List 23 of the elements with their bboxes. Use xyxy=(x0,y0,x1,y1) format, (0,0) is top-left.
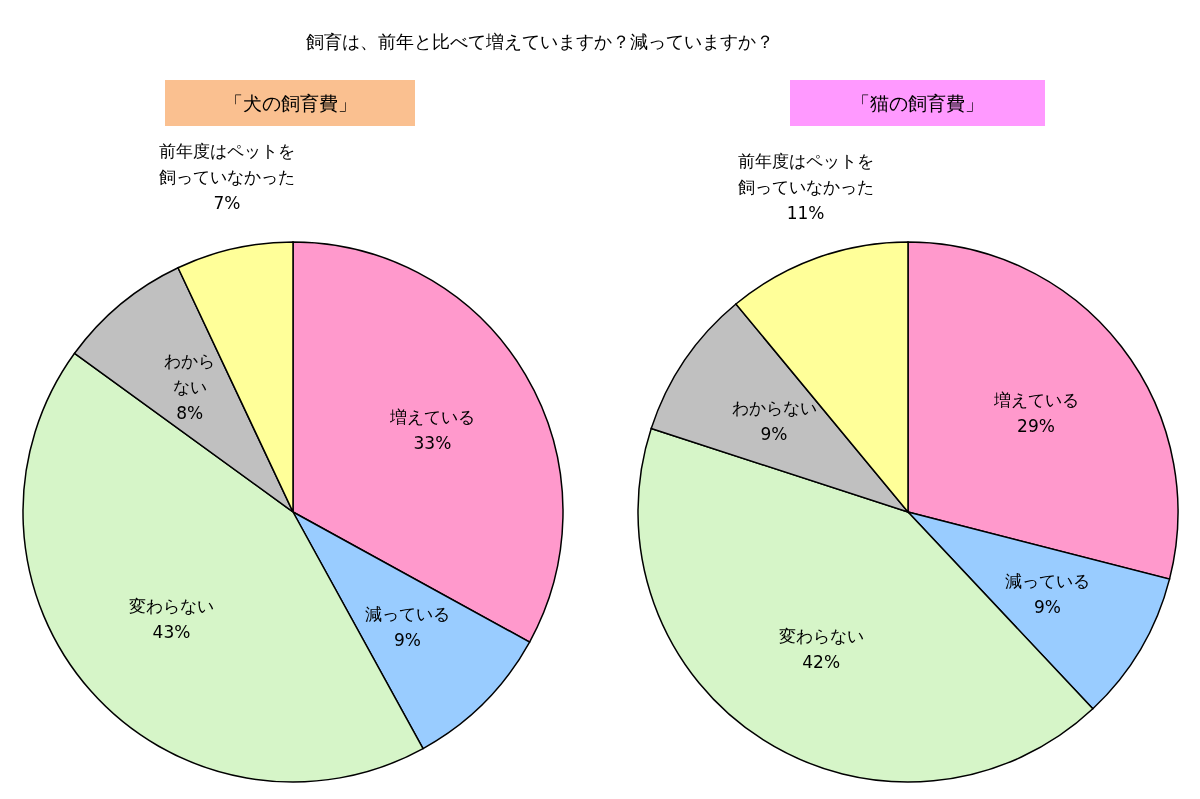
data-label: 9% xyxy=(760,423,788,444)
data-label: 9% xyxy=(1033,597,1061,618)
slice-label: 前年度はペットを飼っていなかった xyxy=(159,140,296,187)
slice-label: 増えている xyxy=(993,389,1079,410)
data-label: 8% xyxy=(176,403,204,424)
chart-title: 「犬の飼育費」 xyxy=(165,80,415,126)
data-label: 7% xyxy=(213,192,241,213)
slice-label: 変わらない xyxy=(778,625,864,646)
data-label: 29% xyxy=(1017,415,1055,436)
slice-label: 変わらない xyxy=(128,596,214,617)
slice-label: わからない xyxy=(731,397,817,418)
data-label: 11% xyxy=(786,203,825,224)
chart-title: 「猫の飼育費」 xyxy=(790,80,1045,126)
data-label: 9% xyxy=(394,629,422,650)
slice-label: 減っている xyxy=(1004,571,1090,592)
data-label: 33% xyxy=(413,432,452,453)
slice-label: 増えている xyxy=(389,406,475,427)
slice-label: 前年度はペットを飼っていなかった xyxy=(737,151,874,198)
data-label: 43% xyxy=(152,622,191,643)
slice-label: わからない xyxy=(164,351,216,398)
slice-label: 減っている xyxy=(365,603,451,624)
data-label: 42% xyxy=(802,651,841,672)
chart-subtitle: 飼育は、前年と比べて増えていますか？減っていますか？ xyxy=(305,30,775,54)
